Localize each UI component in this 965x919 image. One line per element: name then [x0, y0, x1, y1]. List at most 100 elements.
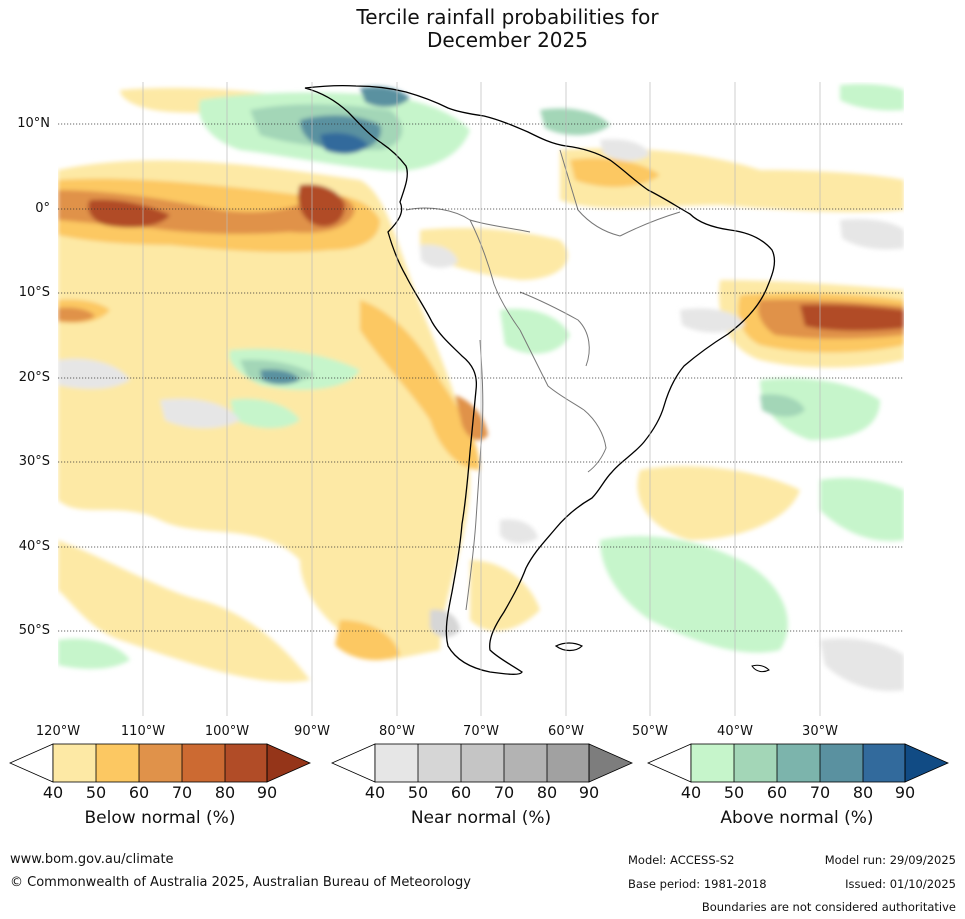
above-normal-region — [500, 308, 570, 354]
near-normal-region — [420, 244, 458, 268]
legend-near-tick-40: 40 — [364, 783, 386, 802]
lon-label-100w: 100°W — [204, 724, 250, 739]
above-normal-region — [360, 86, 410, 107]
legend-near-swatch-gt90 — [588, 743, 633, 783]
lat-label-40s: 40°S — [18, 539, 50, 554]
lon-label-90w: 90°W — [294, 724, 330, 739]
legend-below-swatch-lt40 — [9, 743, 54, 783]
lat-label-50s: 50°S — [18, 623, 50, 638]
legend-near-swatch-70 — [504, 744, 547, 782]
near-normal-region — [680, 308, 745, 333]
legend-below-swatch-50 — [96, 744, 139, 782]
legend-above-tick-90: 90 — [894, 783, 916, 802]
above-normal-region — [230, 398, 300, 429]
below-normal-region — [298, 184, 345, 227]
lat-label-30s: 30°S — [18, 454, 50, 469]
legend-below-tick-60: 60 — [128, 783, 150, 802]
legend-near-caption: Near normal (%) — [410, 808, 552, 828]
legend-below-tick-70: 70 — [171, 783, 193, 802]
legend-near-tick-60: 60 — [450, 783, 472, 802]
lat-label-0: 0° — [35, 201, 50, 216]
lon-label-110w: 110°W — [120, 724, 166, 739]
legend-above-swatch-70 — [820, 744, 863, 782]
legend-near-swatch-40 — [375, 744, 418, 782]
near-normal-region — [820, 638, 904, 691]
lon-label-60w: 60°W — [548, 724, 584, 739]
south-georgia — [751, 664, 770, 673]
legend-below-swatch-80 — [225, 744, 267, 782]
legend-below-tick-40: 40 — [42, 783, 64, 802]
issued-text: Issued: 01/10/2025 — [845, 877, 956, 891]
lat-label-10s: 10°S — [18, 285, 50, 300]
model-text: Model: ACCESS-S2 — [628, 853, 735, 867]
legend-above-tick-70: 70 — [809, 783, 831, 802]
legend-above-normal — [647, 743, 949, 783]
above-normal-region — [820, 478, 904, 541]
legend-below-tick-50: 50 — [85, 783, 107, 802]
above-normal-region — [760, 394, 805, 417]
above-normal-region — [840, 83, 904, 111]
below-normal-region — [800, 304, 904, 331]
legend-near-swatch-60 — [461, 744, 504, 782]
legend-below-normal — [9, 743, 311, 783]
above-normal-region — [540, 108, 610, 136]
country-borders — [405, 149, 681, 611]
legend-above-swatch-80 — [863, 744, 905, 782]
meridians — [142, 82, 821, 716]
legend-below-swatch-gt90 — [266, 743, 311, 783]
below-normal-region — [470, 560, 540, 631]
legend-near-tick-70: 70 — [493, 783, 515, 802]
above-normal-region — [320, 133, 368, 154]
lon-label-50w: 50°W — [632, 724, 668, 739]
legend-near-swatch-80 — [547, 744, 589, 782]
near-normal-region — [58, 358, 130, 389]
legend-above-swatch-60 — [777, 744, 820, 782]
website-link[interactable]: www.bom.gov.au/climate — [10, 852, 174, 867]
below-normal-region — [570, 158, 660, 187]
near-normal-region — [160, 398, 240, 429]
legend-near-normal — [331, 743, 633, 783]
near-normal-region — [840, 219, 904, 250]
lon-label-30w: 30°W — [802, 724, 838, 739]
probability-field — [58, 83, 904, 691]
legend-above-tick-40: 40 — [680, 783, 702, 802]
map-title-line1: Tercile rainfall probabilities for — [356, 5, 659, 29]
above-normal-region — [600, 536, 788, 653]
near-normal-region — [430, 609, 460, 638]
map-title-line2: December 2025 — [427, 28, 588, 52]
disclaimer-text: Boundaries are not considered authoritat… — [701, 900, 956, 914]
lon-label-80w: 80°W — [379, 724, 415, 739]
legend-above-caption: Above normal (%) — [720, 808, 874, 828]
legend-above-tick-50: 50 — [723, 783, 745, 802]
legend-below-swatch-70 — [182, 744, 225, 782]
legend-above-swatch-50 — [734, 744, 777, 782]
near-normal-region — [500, 519, 538, 544]
base-period-text: Base period: 1981-2018 — [628, 877, 767, 891]
legend-near-tick-80: 80 — [536, 783, 558, 802]
legend-below-caption: Below normal (%) — [84, 808, 236, 828]
near-normal-region — [600, 139, 650, 161]
below-normal-region — [637, 466, 800, 540]
above-normal-region — [260, 369, 300, 385]
legend-near-tick-90: 90 — [578, 783, 600, 802]
below-normal-region — [560, 148, 904, 213]
below-normal-region — [360, 300, 480, 470]
legend-below-tick-80: 80 — [214, 783, 236, 802]
falkland-islands — [554, 642, 584, 652]
legend-below-swatch-60 — [139, 744, 182, 782]
below-normal-region — [58, 307, 95, 322]
model-run-text: Model run: 29/09/2025 — [824, 853, 956, 867]
below-normal-region — [455, 395, 488, 441]
legend-above-tick-60: 60 — [766, 783, 788, 802]
legend-below-tick-90: 90 — [256, 783, 278, 802]
legend-near-swatch-50 — [418, 744, 461, 782]
south-america-coastline — [304, 84, 776, 675]
legend-above-swatch-40 — [691, 744, 734, 782]
coastlines — [304, 84, 776, 675]
legend-near-swatch-lt40 — [331, 743, 376, 783]
lon-label-40w: 40°W — [717, 724, 753, 739]
legend-above-swatch-gt90 — [904, 743, 949, 783]
legend-near-tick-50: 50 — [407, 783, 429, 802]
lat-label-20s: 20°S — [18, 370, 50, 385]
